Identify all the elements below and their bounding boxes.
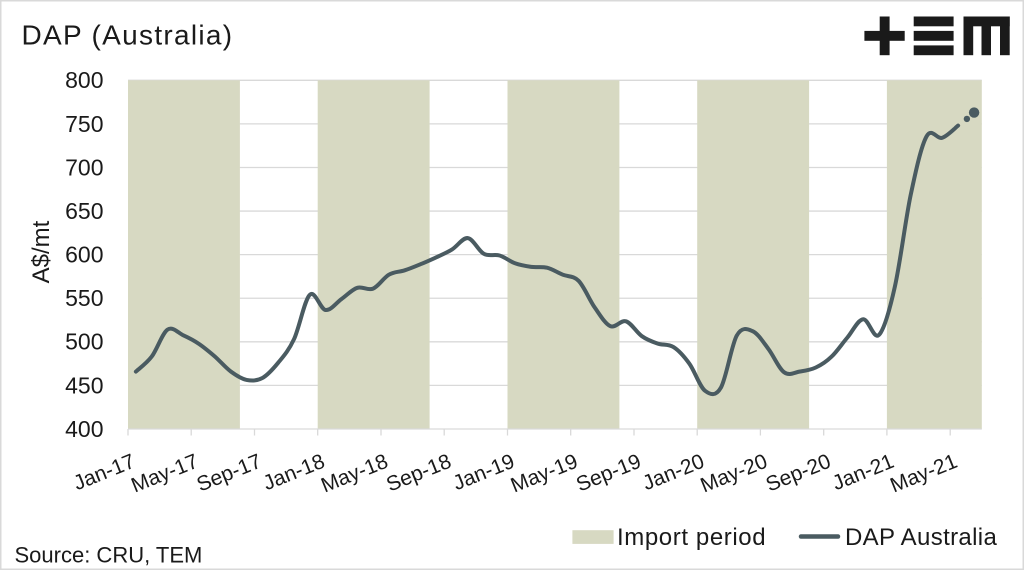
svg-text:A$/mt: A$/mt bbox=[28, 220, 55, 283]
svg-text:650: 650 bbox=[65, 198, 103, 224]
svg-text:Import period: Import period bbox=[617, 524, 766, 551]
svg-text:400: 400 bbox=[65, 416, 103, 442]
svg-text:450: 450 bbox=[65, 372, 103, 398]
svg-text:DAP Australia: DAP Australia bbox=[845, 524, 997, 551]
svg-text:700: 700 bbox=[65, 154, 103, 180]
svg-text:600: 600 bbox=[65, 242, 103, 268]
svg-text:500: 500 bbox=[65, 329, 103, 355]
svg-text:800: 800 bbox=[65, 67, 103, 93]
svg-text:Source: CRU, TEM: Source: CRU, TEM bbox=[15, 542, 203, 567]
svg-text:750: 750 bbox=[65, 111, 103, 137]
svg-text:550: 550 bbox=[65, 285, 103, 311]
svg-text:DAP (Australia): DAP (Australia) bbox=[22, 20, 234, 51]
